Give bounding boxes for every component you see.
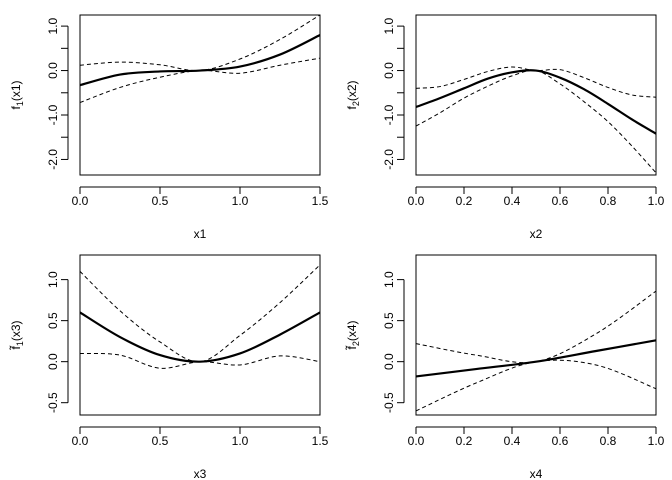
- series-line-lower: [79, 57, 321, 104]
- plot-frame: [415, 254, 657, 416]
- x-tick-label: 1.5: [312, 194, 329, 208]
- x-axis-label: x2: [530, 227, 543, 241]
- series-line-estimate: [415, 69, 657, 135]
- y-tick-label: -0.5: [46, 392, 60, 413]
- panel-ftilde2-x4: 0.0 0.2 0.4 0.6 0.8 1.0 -0.5 0.0 0.5 1.0 x4 f̃2(x4): [344, 254, 665, 480]
- x-tick-label: 1.0: [232, 434, 249, 448]
- y-label-subscript: 2: [351, 341, 361, 346]
- y-tick-label: 0.0: [46, 353, 60, 370]
- x-tick-label: 1.0: [232, 194, 249, 208]
- y-tick-label: 0.0: [46, 62, 60, 79]
- y-axis-label: f̃2(x4): [344, 320, 361, 350]
- x-tick-label: 1.5: [312, 434, 329, 448]
- panel-f2-x2: 0.0 0.2 0.4 0.6 0.8 1.0 -2.0 -1.0 0.0 1.0 x2 f2(x2): [345, 14, 665, 241]
- x-axis-label: x1: [194, 227, 207, 241]
- y-tick-label: 1.0: [382, 271, 396, 288]
- x-tick-label: 0.0: [408, 434, 425, 448]
- series-line-lower: [415, 69, 657, 174]
- series-line-upper: [415, 290, 657, 364]
- x-axis-label: x4: [530, 467, 543, 480]
- y-tick-label: -0.5: [382, 392, 396, 413]
- series-line-upper: [79, 14, 321, 72]
- x-tick-label: 0.4: [504, 194, 521, 208]
- y-label-base: f: [9, 106, 23, 110]
- y-label-base: f: [345, 106, 359, 110]
- y-label-subscript: 1: [15, 101, 25, 106]
- x-tick-label: 0.8: [600, 194, 617, 208]
- y-tick-label: -1.0: [46, 104, 60, 125]
- x-tick-label: 0.0: [72, 194, 89, 208]
- x-tick-label: 0.6: [552, 194, 569, 208]
- y-label-base: f̃: [8, 345, 23, 351]
- y-tick-label: 0.5: [46, 312, 60, 329]
- y-tick-label: 0.5: [382, 312, 396, 329]
- series-line-lower: [415, 359, 657, 412]
- y-label-argument: (x3): [9, 320, 23, 341]
- y-label-argument: (x1): [9, 80, 23, 101]
- y-tick-label: -1.0: [382, 104, 396, 125]
- x-tick-label: 0.5: [152, 434, 169, 448]
- x-tick-label: 0.6: [552, 434, 569, 448]
- y-axis-label: f̃1(x3): [8, 320, 25, 350]
- y-tick-label: 1.0: [46, 271, 60, 288]
- plot-frame: [415, 14, 657, 176]
- x-tick-label: 1.0: [648, 434, 665, 448]
- series-line-lower: [79, 352, 321, 369]
- x-tick-label: 0.4: [504, 434, 521, 448]
- panel-ftilde1-x3: 0.0 0.5 1.0 1.5 -0.5 0.0 0.5 1.0 x3 f̃1(x3): [8, 254, 329, 480]
- panel-f1-x1: 0.0 0.5 1.0 1.5 -2.0 -1.0 0.0 1.0 x1 f1(x1): [9, 14, 329, 241]
- x-axis-label: x3: [194, 467, 207, 480]
- plot-frame: [79, 254, 321, 416]
- y-tick-label: 0.0: [382, 62, 396, 79]
- y-label-argument: (x2): [345, 80, 359, 101]
- y-tick-label: -2.0: [46, 149, 60, 170]
- y-label-subscript: 1: [15, 341, 25, 346]
- y-label-subscript: 2: [351, 101, 361, 106]
- series-line-upper: [79, 264, 321, 363]
- x-tick-label: 0.0: [408, 194, 425, 208]
- x-tick-label: 0.0: [72, 434, 89, 448]
- series-line-estimate: [415, 339, 657, 378]
- x-tick-label: 0.5: [152, 194, 169, 208]
- x-tick-label: 0.8: [600, 434, 617, 448]
- y-axis-label: f1(x1): [9, 80, 25, 109]
- plot-frame: [79, 14, 321, 176]
- y-tick-label: -2.0: [382, 149, 396, 170]
- x-tick-label: 1.0: [648, 194, 665, 208]
- y-axis-label: f2(x2): [345, 80, 361, 109]
- y-label-argument: (x4): [345, 320, 359, 341]
- y-tick-label: 1.0: [46, 17, 60, 34]
- series-line-estimate: [79, 34, 321, 87]
- y-tick-label: 0.0: [382, 353, 396, 370]
- x-tick-label: 0.2: [456, 194, 473, 208]
- y-label-base: f̃: [344, 345, 359, 351]
- y-tick-label: 1.0: [382, 17, 396, 34]
- x-tick-label: 0.2: [456, 434, 473, 448]
- series-line-upper: [415, 66, 657, 98]
